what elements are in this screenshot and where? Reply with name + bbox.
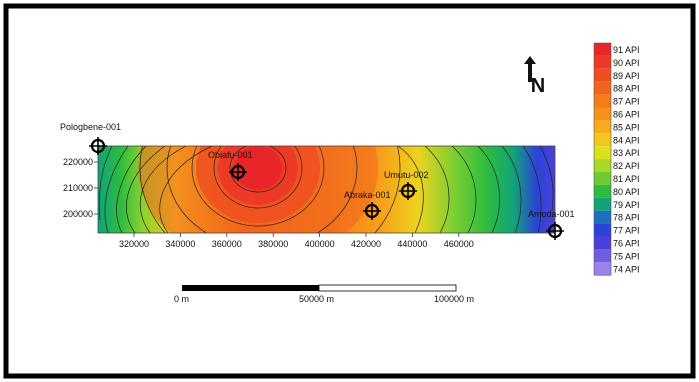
- legend-swatch: [594, 223, 611, 237]
- legend-swatch: [594, 184, 611, 198]
- legend-label: 87 API: [613, 97, 640, 107]
- legend-swatch: [594, 236, 611, 250]
- contour-surface: [98, 146, 555, 233]
- legend-swatch: [594, 146, 611, 160]
- legend-label: 83 API: [613, 148, 640, 158]
- legend-label: 74 API: [613, 264, 640, 274]
- legend-label: 84 API: [613, 135, 640, 145]
- legend-swatch: [594, 262, 611, 276]
- legend-label: 89 API: [613, 71, 640, 81]
- x-tick-label: 320000: [119, 239, 149, 249]
- x-tick-label: 380000: [258, 239, 288, 249]
- scale-label-50000: 50000 m: [299, 294, 334, 304]
- x-tick-label: 340000: [165, 239, 195, 249]
- legend-swatch: [594, 43, 611, 56]
- well-markers: Pologbene-001 Obiafu-001 Umutu-002 Abraka-0…: [60, 122, 575, 240]
- legend-label: 80 API: [613, 187, 640, 197]
- x-tick-label: 440000: [397, 239, 427, 249]
- legend-swatch: [594, 68, 611, 82]
- legend-label: 75 API: [613, 251, 640, 261]
- legend-swatch: [594, 81, 611, 95]
- legend-label: 76 API: [613, 238, 640, 248]
- scale-label-100000: 100000 m: [434, 294, 474, 304]
- well-marker: Pologbene-001: [60, 122, 121, 155]
- y-tick-label: 200000: [63, 209, 93, 219]
- legend-swatch: [594, 107, 611, 121]
- well-marker: Abraka-001: [344, 190, 391, 220]
- scale-bar: 0 m 50000 m 100000 m: [174, 284, 474, 304]
- well-label: Pologbene-001: [60, 122, 121, 132]
- legend-swatch: [594, 172, 611, 185]
- legend-swatch: [594, 133, 611, 147]
- legend-label: 88 API: [613, 84, 640, 94]
- legend-label: 79 API: [613, 200, 640, 210]
- well-label: Amoda-001: [528, 209, 575, 219]
- legend-swatch: [594, 94, 611, 108]
- legend-label: 86 API: [613, 109, 640, 119]
- legend-label: 81 API: [613, 174, 640, 184]
- y-tick-label: 220000: [63, 157, 93, 167]
- y-axis: 220000 210000 200000: [63, 157, 98, 219]
- north-label: N: [531, 75, 545, 97]
- legend-swatch: [594, 249, 611, 263]
- well-marker: Obiafu-001: [208, 150, 253, 181]
- legend-label: 78 API: [613, 213, 640, 223]
- legend-label: 90 API: [613, 58, 640, 68]
- legend-label: 85 API: [613, 122, 640, 132]
- well-label: Obiafu-001: [208, 150, 253, 160]
- api-color-legend: 91 API 90 API 89 API 88 API 87 API 86 API 85 A…: [593, 42, 640, 276]
- legend-label: 77 API: [613, 226, 640, 236]
- well-marker: Umutu-002: [384, 170, 429, 200]
- legend-swatch: [594, 210, 611, 224]
- x-tick-label: 460000: [444, 239, 474, 249]
- x-tick-label: 360000: [212, 239, 242, 249]
- legend-swatch: [594, 197, 611, 211]
- legend-label: 91 API: [613, 45, 640, 55]
- well-marker: Amoda-001: [528, 209, 575, 240]
- north-arrow: N: [524, 56, 545, 97]
- well-label: Abraka-001: [344, 190, 391, 200]
- scale-label-0: 0 m: [174, 294, 189, 304]
- well-label: Umutu-002: [384, 170, 429, 180]
- legend-label: 82 API: [613, 161, 640, 171]
- x-tick-label: 400000: [305, 239, 335, 249]
- x-tick-label: 420000: [351, 239, 381, 249]
- legend-swatch: [594, 120, 611, 134]
- legend-swatch: [594, 55, 611, 69]
- legend-swatch: [594, 159, 611, 172]
- x-axis: 320000 340000 360000 380000 400000 420000 4400…: [119, 233, 474, 249]
- figure-border: [3, 3, 696, 379]
- y-tick-label: 210000: [63, 183, 93, 193]
- contour-lines: [98, 146, 554, 233]
